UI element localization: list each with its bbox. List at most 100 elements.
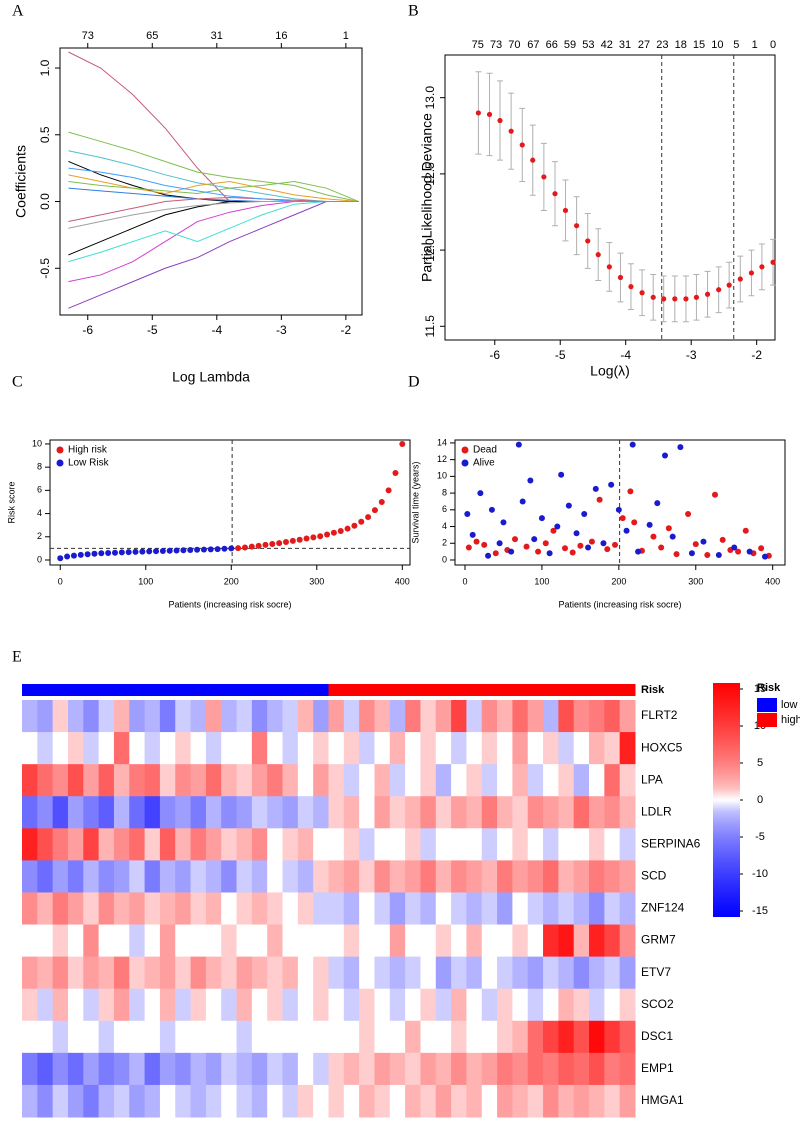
point: [558, 471, 565, 478]
heatmap-cell: [374, 700, 391, 733]
heatmap-cell: [313, 892, 329, 926]
heatmap-cell: [389, 892, 406, 926]
heatmap-cell: [343, 892, 360, 926]
row-label: ZNF124: [641, 901, 685, 915]
heatmap-cell: [37, 988, 54, 1022]
x-axis-title: Log(λ): [590, 363, 630, 379]
legend-title: Risk: [757, 682, 781, 694]
heatmap-cell: [190, 700, 207, 733]
heatmap-cell: [22, 988, 38, 1022]
heatmap-cell: [343, 732, 360, 765]
heatmap-cell: [67, 1052, 84, 1086]
point: [650, 294, 656, 300]
y-tick-label: -0.5: [38, 258, 52, 279]
heatmap-cell: [129, 764, 146, 797]
risk-cell: [236, 684, 253, 696]
heatmap-cell: [359, 764, 375, 797]
panel-label: D: [408, 374, 420, 391]
heatmap-cell: [466, 860, 483, 893]
heatmap-cell: [144, 1084, 161, 1118]
heatmap-cell: [52, 988, 69, 1022]
heatmap-cell: [205, 988, 222, 1022]
point: [125, 549, 132, 556]
y-axis-title: Coefficients: [13, 145, 29, 218]
heatmap-cell: [543, 860, 559, 893]
heatmap-cell: [435, 796, 452, 829]
x-tick-label: -3: [686, 348, 697, 362]
heatmap-cell: [129, 1020, 146, 1054]
point: [98, 550, 105, 557]
heatmap-cell: [129, 924, 146, 958]
heatmap-cell: [405, 1020, 421, 1054]
heatmap-cell: [558, 860, 575, 893]
heatmap-cell: [558, 988, 575, 1022]
heatmap-cell: [328, 732, 345, 765]
heatmap-cell: [604, 1052, 621, 1086]
point: [550, 527, 557, 534]
panel: 0 100 200 300 400 0 2 4 6 8 10 12 14 Patients (increa…: [410, 437, 786, 609]
heatmap-cell: [113, 892, 130, 926]
risk-cell: [497, 684, 513, 696]
heatmap-cell: [175, 956, 192, 990]
heatmap-cell: [466, 828, 483, 861]
point: [615, 506, 622, 513]
heatmap-cell: [267, 1052, 284, 1086]
point: [317, 533, 324, 540]
y-axis-title: Risk score: [6, 481, 16, 523]
heatmap-cell: [144, 796, 161, 829]
heatmap-cell: [328, 988, 345, 1022]
heatmap-cell: [328, 1084, 345, 1118]
heatmap-cell: [22, 892, 38, 926]
risk-cell: [527, 684, 544, 696]
heatmap-cell: [527, 988, 544, 1022]
heatmap-cell: [98, 956, 115, 990]
heatmap-cell: [619, 764, 636, 797]
heatmap-cell: [83, 732, 100, 765]
heatmap-cell: [190, 860, 207, 893]
heatmap-cell: [236, 924, 253, 958]
heatmap-cell: [113, 1020, 130, 1054]
point: [228, 545, 235, 552]
heatmap-cell: [389, 924, 406, 958]
point: [746, 548, 753, 555]
heatmap-cell: [451, 796, 467, 829]
heatmap-cell: [589, 892, 605, 926]
heatmap-cell: [359, 956, 375, 990]
x-tick-label: 200: [224, 576, 239, 586]
point: [542, 540, 549, 547]
heatmap-cell: [389, 1052, 406, 1086]
risk-cell: [113, 684, 130, 696]
risk-cell: [251, 684, 268, 696]
heatmap-cell: [236, 828, 253, 861]
heatmap-cell: [589, 764, 605, 797]
heatmap-cell: [512, 956, 529, 990]
heatmap-cell: [466, 700, 483, 733]
point: [64, 553, 71, 560]
heatmap-cell: [328, 764, 345, 797]
heatmap-cell: [451, 732, 467, 765]
y-tick-label: 6: [442, 504, 447, 514]
heatmap-cell: [619, 892, 636, 926]
y-axis-title: Survival time (years): [410, 461, 420, 543]
heatmap-cell: [205, 1084, 222, 1118]
heatmap-cell: [405, 924, 421, 958]
heatmap-cell: [236, 700, 253, 733]
y-tick-label: 12.5: [423, 162, 437, 186]
risk-cell: [175, 684, 192, 696]
heatmap-cell: [497, 1052, 513, 1086]
heatmap-cell: [37, 828, 54, 861]
point: [235, 545, 242, 552]
heatmap-cell: [221, 892, 238, 926]
heatmap-cell: [451, 988, 467, 1022]
heatmap-cell: [328, 700, 345, 733]
top-tick-label: 31: [211, 30, 223, 42]
heatmap-cell: [405, 860, 421, 893]
heatmap-cell: [205, 860, 222, 893]
heatmap-cell: [512, 924, 529, 958]
heatmap-cell: [129, 828, 146, 861]
row-label: ETV7: [641, 965, 671, 979]
legend-marker: [461, 446, 469, 454]
point: [673, 551, 680, 558]
heatmap-cell: [267, 1020, 284, 1054]
heatmap-cell: [619, 1052, 636, 1086]
